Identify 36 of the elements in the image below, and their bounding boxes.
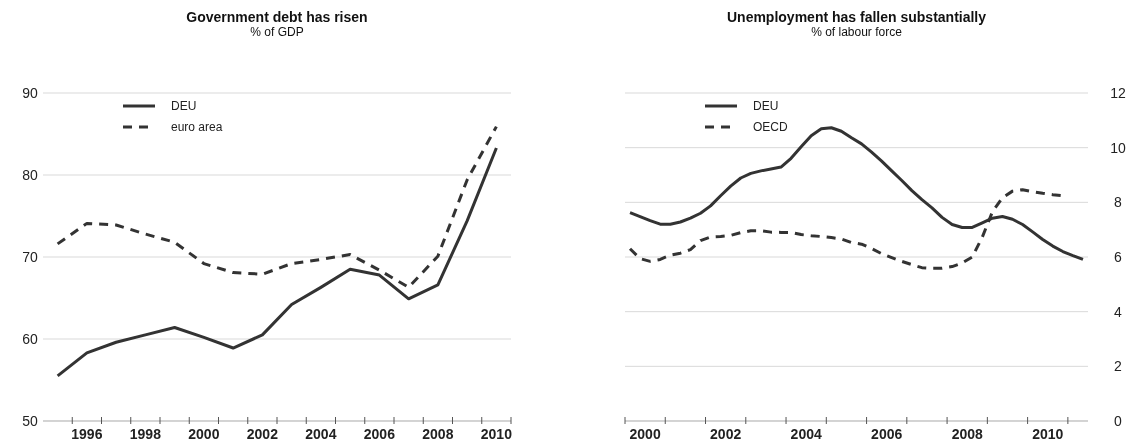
legend-label: DEU <box>753 99 779 113</box>
y-tick-label: 10 <box>1110 139 1126 156</box>
x-tick-label: 2000 <box>629 426 661 442</box>
y-tick-label: 4 <box>1114 303 1123 320</box>
y-tick-label: 12 <box>1110 85 1126 101</box>
x-tick-label: 1996 <box>71 426 103 442</box>
x-tick-label: 2006 <box>363 426 396 442</box>
y-tick-label: 60 <box>22 331 38 347</box>
chart-subtitle: % of GDP <box>250 25 304 39</box>
y-tick-label: 70 <box>22 249 38 265</box>
x-tick-label: 2010 <box>480 426 513 442</box>
chart-title: Unemployment has fallen substantially <box>726 9 987 25</box>
chart-title: Government debt has risen <box>186 9 368 25</box>
line-series <box>56 146 498 378</box>
x-tick-label: 2000 <box>188 426 220 442</box>
x-tick-label: 2010 <box>1032 426 1064 442</box>
x-tick-label: 2008 <box>951 426 983 442</box>
x-tick-label: 2004 <box>305 426 337 442</box>
y-tick-label: 90 <box>22 85 38 101</box>
x-tick-label: 1998 <box>129 426 162 442</box>
y-tick-label: 2 <box>1114 358 1123 375</box>
legend-label: euro area <box>171 120 223 134</box>
y-tick-label: 50 <box>22 413 38 429</box>
y-tick-label: 80 <box>22 167 38 183</box>
legend-label: OECD <box>753 120 788 134</box>
x-tick-label: 2002 <box>246 426 279 442</box>
y-tick-label: 8 <box>1114 194 1123 211</box>
x-tick-label: 2006 <box>871 426 903 442</box>
legend-label: DEU <box>171 99 197 113</box>
x-tick-label: 2002 <box>710 426 742 442</box>
chart-subtitle: % of labour force <box>811 25 903 39</box>
x-tick-label: 2008 <box>422 426 454 442</box>
y-tick-label: 0 <box>1114 413 1123 429</box>
x-tick-label: 2004 <box>790 426 822 442</box>
line-series <box>56 125 498 289</box>
y-tick-label: 6 <box>1114 249 1123 265</box>
